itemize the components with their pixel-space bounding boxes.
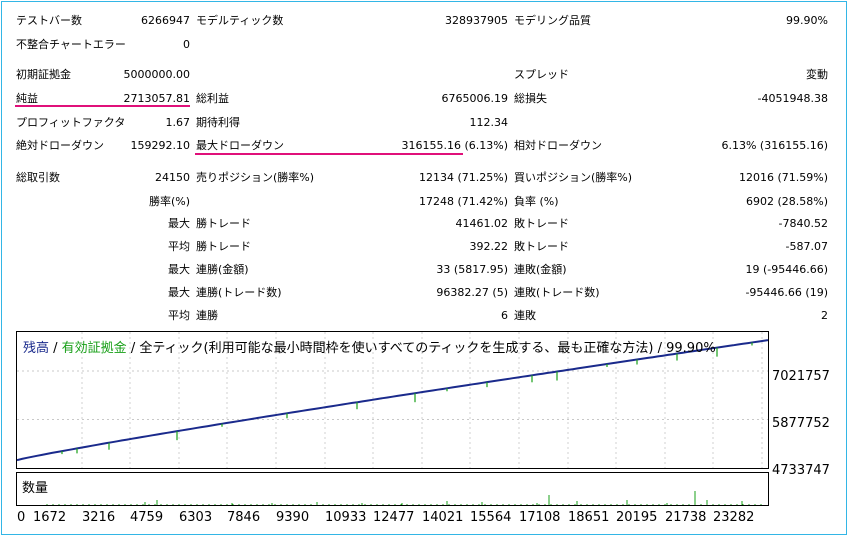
stat-label: 純益 bbox=[16, 92, 38, 105]
legend-sep: / bbox=[49, 341, 62, 356]
stat-value: 6 bbox=[501, 309, 508, 322]
balance-chart-svg bbox=[17, 332, 768, 468]
x-tick: 0 bbox=[17, 510, 26, 525]
volume-label: 数量 bbox=[22, 481, 49, 496]
stat-label: スプレッド bbox=[514, 68, 569, 81]
stats-table: テストバー数 6266947 モデルティック数 328937905 モデリング品質 99.… bbox=[16, 14, 828, 322]
stat-label: テストバー数 bbox=[16, 14, 82, 27]
stat-value: 33 (5817.95) bbox=[436, 263, 508, 276]
x-tick: 14021 bbox=[422, 510, 464, 525]
stat-label: 連勝(トレード数) bbox=[196, 286, 282, 299]
balance-line bbox=[17, 339, 768, 462]
stat-label: 初期証拠金 bbox=[16, 68, 71, 81]
stat-label: モデルティック数 bbox=[196, 14, 284, 27]
stat-value: 2713057.81 bbox=[123, 92, 190, 105]
x-tick: 15564 bbox=[470, 510, 512, 525]
x-tick: 18651 bbox=[568, 510, 610, 525]
stat-sublabel: 勝率(%) bbox=[148, 195, 190, 208]
stat-sublabel: 平均 bbox=[168, 309, 190, 322]
volume-svg bbox=[46, 491, 762, 505]
stat-value: 6765006.19 bbox=[441, 92, 508, 105]
x-tick: 7846 bbox=[227, 510, 261, 525]
stat-label: 総取引数 bbox=[16, 171, 60, 184]
stat-label: 最大ドローダウン bbox=[196, 139, 284, 152]
legend-balance: 残高 bbox=[23, 341, 50, 356]
stat-value: 5000000.00 bbox=[123, 68, 190, 81]
stat-value: -95446.66 (19) bbox=[745, 286, 828, 299]
stat-label: 買いポジション(勝率%) bbox=[514, 171, 633, 184]
stat-value: 6266947 bbox=[141, 14, 190, 27]
stat-label: 期待利得 bbox=[196, 116, 240, 129]
stat-label: 敗トレード bbox=[514, 217, 569, 230]
stat-value: 41461.02 bbox=[455, 217, 509, 230]
balance-chart: 残高 / 有効証拠金 / 全ティック(利用可能な最小時間枠を使いすべてのティック… bbox=[16, 331, 769, 469]
stat-value: 159292.10 bbox=[130, 139, 191, 152]
x-tick: 6303 bbox=[179, 510, 213, 525]
stat-sublabel: 最大 bbox=[168, 286, 190, 299]
stat-sublabel: 最大 bbox=[168, 263, 190, 276]
max-drawdown-highlight bbox=[195, 153, 463, 155]
stat-value: 24150 bbox=[155, 171, 190, 184]
stat-value: 112.34 bbox=[469, 116, 509, 129]
y-tick-2: 5877752 bbox=[772, 416, 830, 431]
stat-value: -7840.52 bbox=[778, 217, 828, 230]
stat-value: -4051948.38 bbox=[757, 92, 828, 105]
x-tick: 21738 bbox=[665, 510, 707, 525]
stat-value: 19 (-95446.66) bbox=[745, 263, 828, 276]
x-tick: 9390 bbox=[276, 510, 310, 525]
x-tick: 12477 bbox=[373, 510, 415, 525]
stat-sublabel: 最大 bbox=[168, 217, 190, 230]
x-tick: 1672 bbox=[33, 510, 67, 525]
x-tick: 10933 bbox=[325, 510, 367, 525]
stat-value: 12016 (71.59%) bbox=[738, 171, 828, 184]
stat-value: 316155.16 (6.13%) bbox=[401, 139, 508, 152]
stat-label: 勝トレード bbox=[196, 217, 251, 230]
stat-value: 392.22 bbox=[469, 240, 509, 253]
stat-value: 99.90% bbox=[786, 14, 828, 27]
stat-label: 連敗(トレード数) bbox=[514, 286, 600, 299]
stat-label: 連敗 bbox=[514, 309, 536, 322]
stat-label: プロフィットファクタ bbox=[16, 116, 126, 129]
stat-value: 96382.27 (5) bbox=[436, 286, 508, 299]
stat-label: 総損失 bbox=[514, 92, 547, 105]
stat-label: 連勝(金額) bbox=[196, 263, 249, 276]
x-tick: 23282 bbox=[713, 510, 755, 525]
stat-label: 敗トレード bbox=[514, 240, 569, 253]
stat-value: 17248 (71.42%) bbox=[418, 195, 508, 208]
stat-value: -587.07 bbox=[785, 240, 828, 253]
stat-label: 負率 (%) bbox=[514, 195, 559, 208]
x-tick: 20195 bbox=[616, 510, 658, 525]
stat-value: 6902 (28.58%) bbox=[745, 195, 828, 208]
net-profit-highlight bbox=[15, 105, 190, 107]
volume-chart: 数量 bbox=[16, 472, 769, 506]
y-tick-1: 7021757 bbox=[772, 369, 830, 384]
stat-label: 不整合チャートエラー bbox=[16, 38, 126, 51]
stat-label: 絶対ドローダウン bbox=[16, 139, 104, 152]
x-tick: 3216 bbox=[82, 510, 116, 525]
stat-label: 売りポジション(勝率%) bbox=[196, 171, 315, 184]
x-tick: 4759 bbox=[130, 510, 164, 525]
stat-label: モデリング品質 bbox=[514, 14, 591, 27]
x-tick: 17108 bbox=[519, 510, 561, 525]
stat-label: 相対ドローダウン bbox=[514, 139, 602, 152]
stat-value: 328937905 bbox=[445, 14, 508, 27]
stat-value: 6.13% (316155.16) bbox=[721, 139, 828, 152]
stat-label: 勝トレード bbox=[196, 240, 251, 253]
chart-legend: 残高 / 有効証拠金 / 全ティック(利用可能な最小時間枠を使いすべてのティック… bbox=[23, 337, 716, 356]
stat-label: 連勝 bbox=[196, 309, 218, 322]
stat-label: 総利益 bbox=[196, 92, 229, 105]
stat-value: 1.67 bbox=[165, 116, 191, 129]
stat-value: 変動 bbox=[806, 68, 828, 81]
stat-sublabel: 平均 bbox=[168, 240, 190, 253]
stat-value: 12134 (71.25%) bbox=[418, 171, 508, 184]
stat-value: 0 bbox=[183, 38, 190, 51]
legend-rest: / 全ティック(利用可能な最小時間枠を使いすべてのティックを生成する、最も正確な… bbox=[126, 341, 716, 356]
equity-dips bbox=[61, 342, 753, 455]
y-tick-3: 4733747 bbox=[772, 463, 830, 478]
stat-value: 2 bbox=[821, 309, 828, 322]
legend-equity: 有効証拠金 bbox=[61, 341, 127, 356]
stat-label: 連敗(金額) bbox=[514, 263, 567, 276]
